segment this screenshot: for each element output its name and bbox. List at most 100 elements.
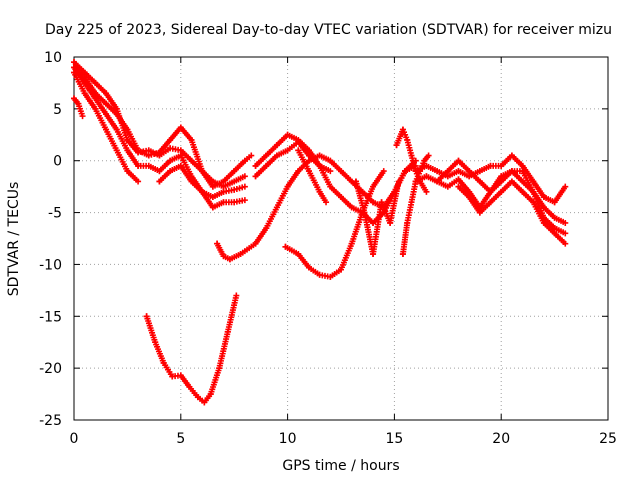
data-point (444, 183, 451, 190)
data-point (113, 105, 120, 112)
data-point (177, 162, 184, 169)
data-point (231, 178, 238, 185)
data-point (177, 147, 184, 154)
data-point (177, 124, 184, 131)
data-point (562, 219, 569, 226)
data-point (370, 251, 377, 258)
data-point (508, 178, 515, 185)
data-point (378, 199, 385, 206)
data-point (519, 178, 526, 185)
data-point (444, 168, 451, 175)
data-point (103, 126, 110, 133)
data-point (220, 188, 227, 195)
data-point (201, 399, 208, 406)
data-point (540, 219, 547, 226)
data-point (361, 209, 368, 216)
data-point (241, 183, 248, 190)
series-track-11 (252, 139, 334, 180)
data-point (207, 391, 214, 398)
data-point (348, 204, 355, 211)
data-point (421, 157, 428, 164)
x-tick-label: 0 (70, 431, 79, 447)
data-point (305, 157, 312, 164)
data-point (252, 162, 259, 169)
data-point (323, 199, 330, 206)
data-point (370, 219, 377, 226)
data-point (530, 178, 537, 185)
data-point (214, 240, 221, 247)
data-point (466, 168, 473, 175)
data-point (71, 69, 77, 76)
data-point (124, 136, 131, 143)
data-point (103, 90, 110, 97)
data-point (143, 313, 150, 320)
data-point (434, 168, 441, 175)
data-point (263, 162, 270, 169)
data-point (402, 168, 409, 175)
y-tick-label: 0 (53, 154, 62, 170)
data-point (327, 168, 334, 175)
data-point (124, 168, 131, 175)
data-point (487, 199, 494, 206)
data-point (220, 253, 227, 260)
x-tick-label: 20 (492, 431, 510, 447)
data-point (177, 152, 184, 159)
data-point (252, 173, 259, 180)
data-point (423, 188, 430, 195)
plot-frame (73, 56, 609, 421)
data-point (92, 79, 99, 86)
data-point (423, 173, 430, 180)
data-point (263, 225, 270, 232)
data-point (224, 328, 231, 335)
data-point (508, 168, 515, 175)
data-point (284, 147, 291, 154)
data-point (103, 111, 110, 118)
y-tick-label: 10 (44, 50, 62, 66)
x-axis-label: GPS time / hours (282, 458, 399, 474)
data-point (167, 136, 174, 143)
data-point (444, 173, 451, 180)
series-track-14 (352, 178, 402, 258)
x-tick-label: 25 (599, 431, 617, 447)
data-point (434, 178, 441, 185)
data-point (455, 157, 462, 164)
data-point (455, 183, 462, 190)
data-point (412, 178, 419, 185)
data-point (551, 230, 558, 237)
data-point (338, 266, 344, 273)
data-point (282, 243, 289, 250)
data-point (135, 147, 142, 154)
data-point (81, 90, 88, 97)
data-point (160, 359, 167, 366)
data-point (199, 168, 206, 175)
data-point (169, 373, 176, 380)
data-point (135, 162, 142, 169)
data-point (551, 214, 558, 221)
data-point (273, 204, 280, 211)
data-point (380, 168, 387, 175)
data-point (220, 183, 227, 190)
data-point (508, 152, 515, 159)
data-point (113, 147, 120, 154)
chart-title: Day 225 of 2023, Sidereal Day-to-day VTE… (45, 22, 612, 38)
data-point (71, 95, 77, 102)
data-point (167, 168, 174, 175)
data-point (75, 100, 82, 107)
data-point (156, 178, 163, 185)
data-point (92, 105, 99, 112)
data-point (540, 194, 547, 201)
data-point (498, 188, 505, 195)
data-point (135, 178, 142, 185)
data-point (408, 199, 415, 206)
data-point (233, 292, 240, 299)
data-point (519, 162, 526, 169)
y-tick-labels: -25 -20 -15 -10 -5 0 5 10 (39, 50, 62, 429)
data-point (338, 168, 344, 175)
y-axis-label: SDTVAR / TECUs (6, 182, 22, 297)
series-track-6 (71, 95, 86, 120)
y-tick-label: -15 (39, 309, 62, 325)
data-point (562, 240, 569, 247)
data-point (305, 264, 312, 271)
data-point (295, 168, 302, 175)
